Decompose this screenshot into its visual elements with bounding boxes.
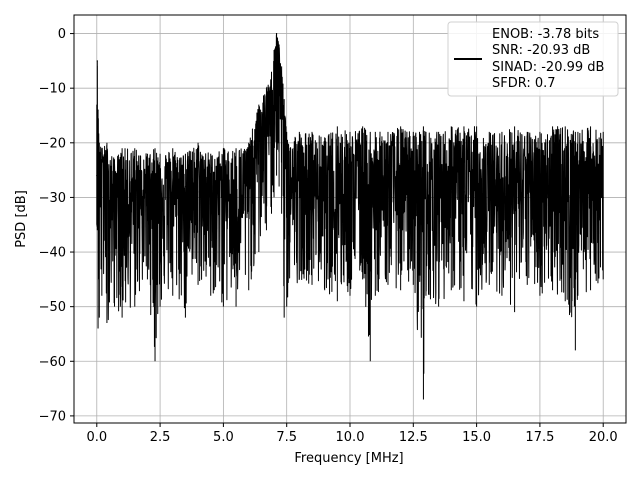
- psd-data-point: [488, 196, 490, 199]
- y-tick-label: −40: [39, 246, 66, 261]
- psd-data-point: [589, 191, 592, 193]
- psd-series-line: [96, 33, 604, 400]
- psd-data-point: [551, 191, 554, 193]
- x-tick-label: 7.5: [276, 430, 297, 445]
- x-axis-label: Frequency [MHz]: [294, 451, 403, 466]
- psd-data-point: [146, 191, 149, 193]
- psd-data-point: [184, 185, 187, 188]
- y-tick-label: −50: [39, 300, 66, 315]
- psd-data-point: [513, 191, 516, 193]
- psd-data-point: [298, 191, 300, 193]
- psd-data-point: [248, 191, 250, 193]
- psd-data-point: [265, 120, 268, 122]
- psd-data-point: [602, 196, 604, 199]
- x-tick-label: 0.0: [86, 430, 107, 445]
- y-tick-label: −70: [39, 409, 66, 424]
- psd-data-point: [362, 191, 364, 193]
- psd-data-point: [197, 191, 199, 193]
- y-tick-label: −30: [39, 191, 66, 206]
- psd-data-point: [98, 169, 100, 171]
- psd-data-point: [281, 87, 283, 89]
- x-tick-label: 15.0: [462, 430, 491, 445]
- psd-data-point: [210, 196, 212, 199]
- plot-area: [96, 32, 604, 400]
- psd-data-point: [106, 196, 108, 199]
- psd-data-point: [97, 109, 99, 111]
- psd-data-point: [450, 191, 452, 193]
- y-axis-label: PSD [dB]: [14, 190, 29, 248]
- psd-data-point: [222, 191, 224, 193]
- psd-data-point: [577, 191, 579, 193]
- y-tick-label: −60: [39, 355, 66, 370]
- legend-box: [447, 21, 619, 97]
- psd-data-point: [463, 191, 465, 193]
- legend-text-snr: SNR: -20.93 dB: [492, 43, 590, 58]
- psd-data-point: [286, 185, 288, 188]
- psd-data-point: [374, 191, 376, 193]
- y-axis-ticks: 0 −10 −20 −30 −40 −50 −60 −70: [39, 27, 74, 424]
- psd-data-point: [422, 196, 425, 199]
- psd-data-point: [501, 191, 503, 193]
- x-axis-ticks: 0.0 2.5 5.0 7.5 10.0 12.5 15.0 17.5 20.0: [86, 423, 618, 445]
- psd-data-point: [400, 196, 402, 199]
- psd-data-point: [412, 191, 414, 193]
- psd-data-point: [235, 196, 237, 199]
- psd-data-point: [172, 191, 174, 193]
- psd-data-point: [574, 196, 576, 199]
- psd-data-point: [387, 191, 389, 193]
- psd-data-point: [258, 142, 260, 144]
- legend-text-sfdr: SFDR: 0.7: [492, 76, 556, 91]
- legend-text-enob: ENOB: -3.78 bits: [492, 27, 599, 42]
- psd-data-point: [159, 185, 161, 188]
- x-tick-label: 5.0: [213, 430, 234, 445]
- psd-data-point: [476, 191, 478, 193]
- y-tick-label: 0: [58, 27, 66, 42]
- legend-text-sinad: SINAD: -20.99 dB: [492, 60, 604, 75]
- y-tick-label: −20: [39, 136, 66, 151]
- psd-data-point: [134, 196, 136, 199]
- psd-data-point: [539, 191, 541, 193]
- psd-data-point: [336, 191, 338, 193]
- psd-data-point: [270, 103, 273, 106]
- psd-data-point: [101, 153, 103, 155]
- x-tick-label: 12.5: [399, 430, 428, 445]
- x-tick-label: 10.0: [336, 430, 365, 445]
- psd-data-point: [369, 202, 371, 204]
- psd-data-point: [324, 196, 326, 199]
- x-tick-label: 17.5: [525, 430, 554, 445]
- legend: ENOB: -3.78 bits SNR: -20.93 dB SINAD: -…: [447, 21, 619, 97]
- psd-data-point: [425, 191, 427, 193]
- psd-data-point: [96, 174, 98, 177]
- psd-data-point: [154, 196, 156, 199]
- psd-data-point: [278, 60, 280, 62]
- y-tick-label: −10: [39, 82, 66, 97]
- psd-data-point: [311, 191, 313, 193]
- x-tick-label: 2.5: [150, 430, 171, 445]
- psd-data-point: [113, 191, 116, 193]
- psd-data-point: [526, 191, 528, 193]
- x-tick-label: 20.0: [589, 430, 618, 445]
- psd-data-point: [273, 82, 275, 84]
- psd-data-point: [349, 191, 351, 193]
- psd-data-point: [96, 60, 98, 62]
- psd-data-point: [564, 191, 566, 193]
- psd-data-point: [275, 32, 278, 35]
- psd-data-point: [438, 191, 440, 193]
- psd-data-point: [283, 131, 285, 133]
- psd-data-point: [121, 202, 123, 204]
